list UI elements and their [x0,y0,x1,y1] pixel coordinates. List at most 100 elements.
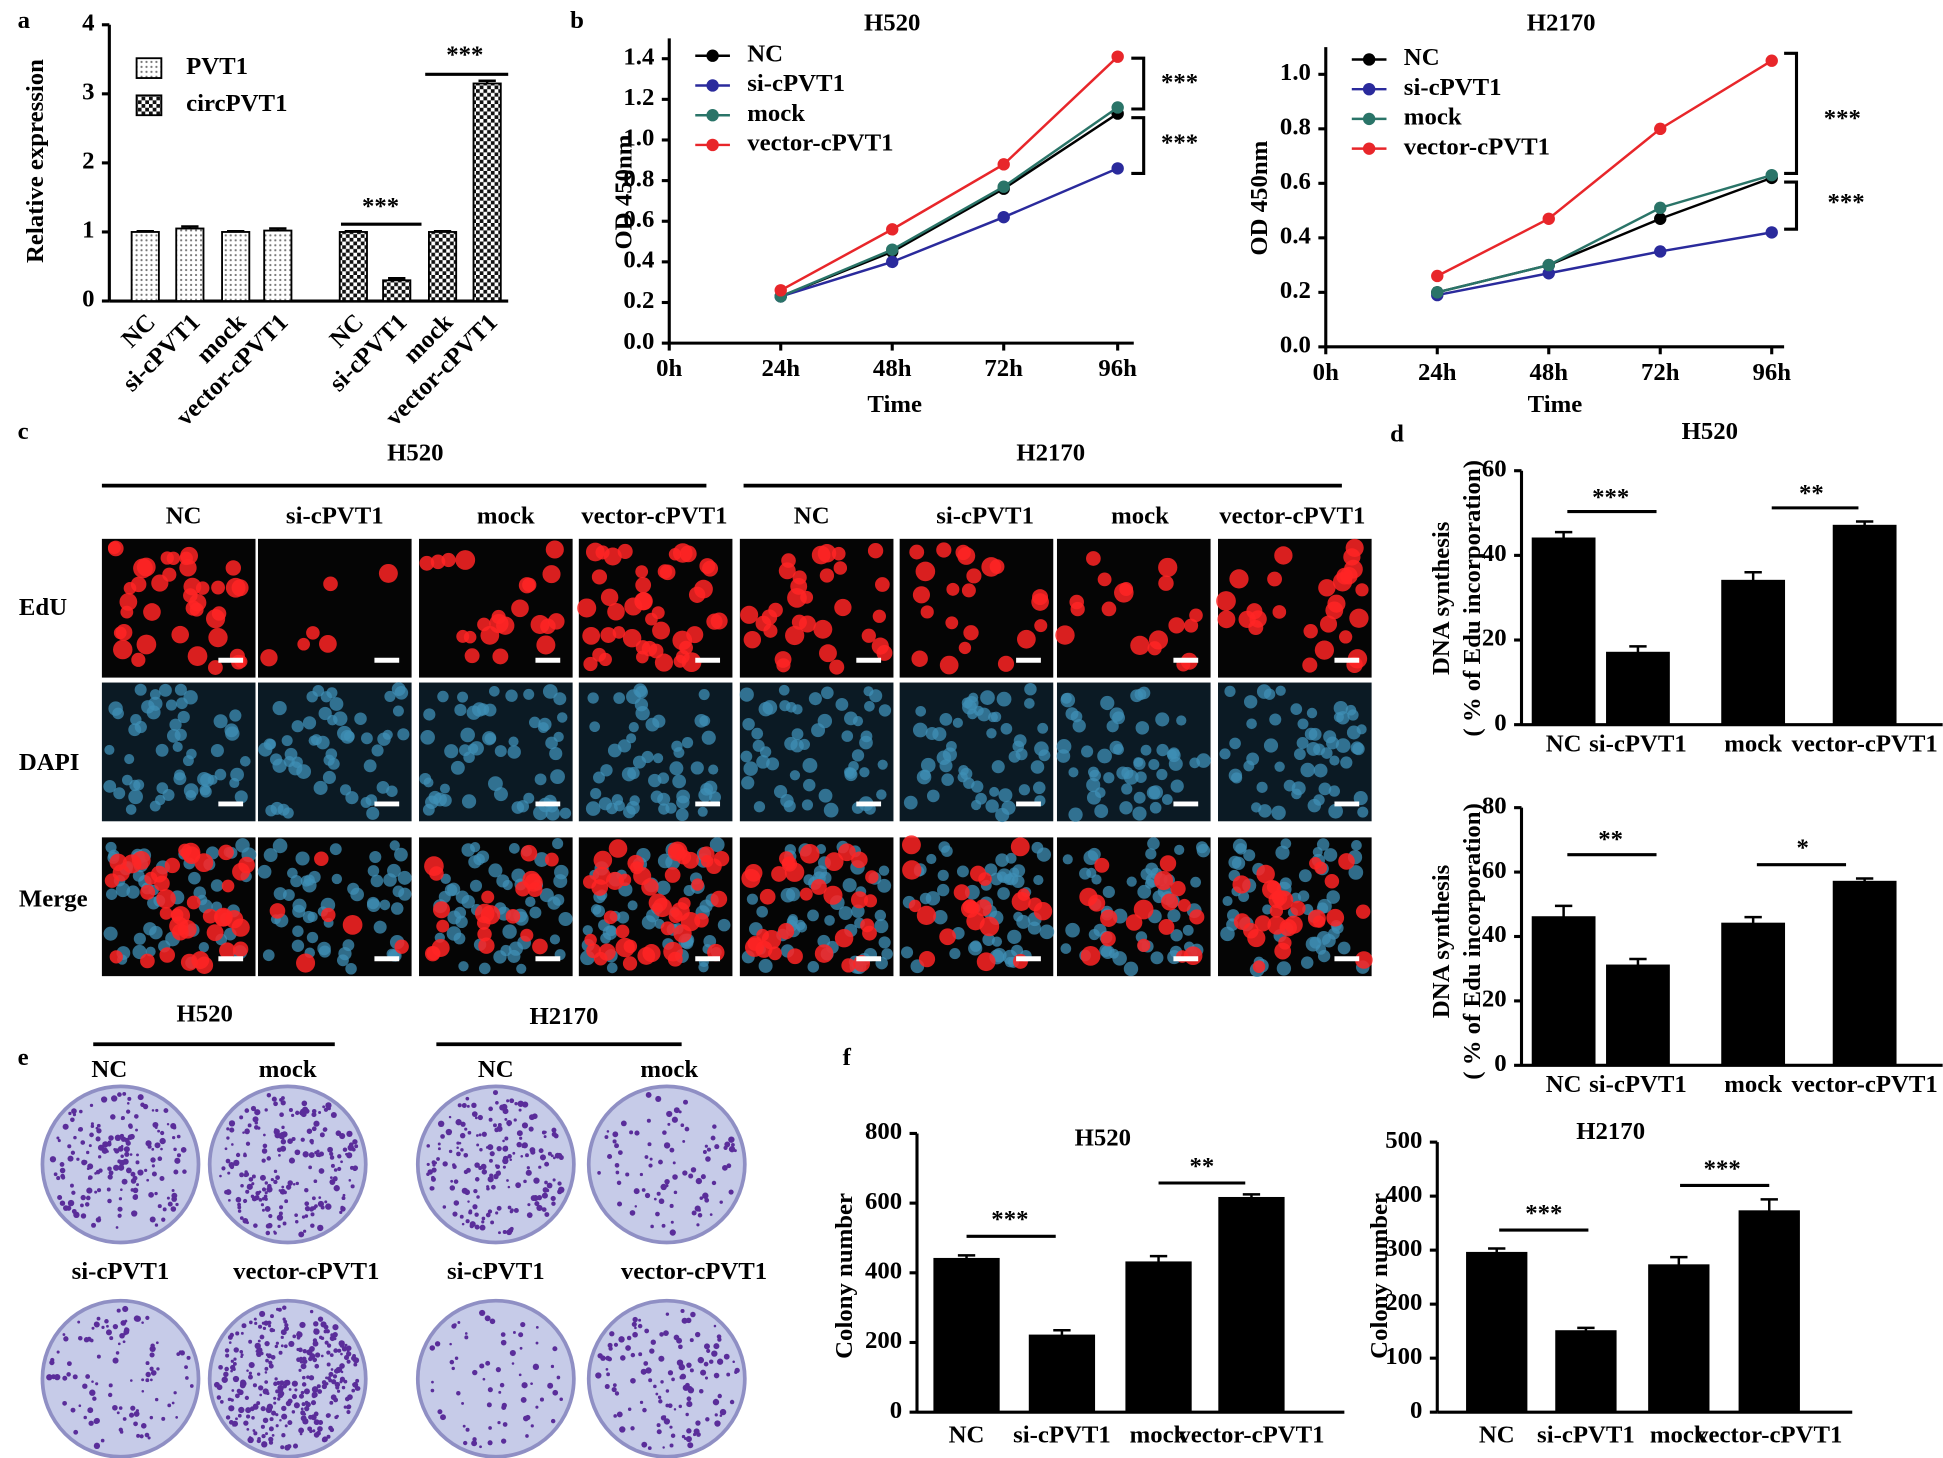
colony [145,1361,150,1366]
colony [478,1133,482,1137]
panel-label: c [18,418,29,445]
colony [462,1424,466,1428]
bar [1531,537,1596,726]
nucleus [1056,749,1071,763]
colony [595,1372,602,1379]
nucleus [345,791,359,805]
colony [294,1213,298,1217]
colony [430,1388,435,1393]
nucleus [488,863,503,878]
colony [298,1347,303,1353]
edu-cell [180,546,198,565]
colony [634,1326,637,1330]
colony [352,1382,356,1386]
nucleus [292,898,307,913]
nucleus [657,853,673,869]
y-tick-label: 60 [1482,857,1507,884]
colony [710,1135,716,1141]
colony [434,1161,438,1165]
colony [625,1345,631,1351]
colony [551,1127,557,1133]
edu-cell [1324,874,1340,889]
colony [318,1196,322,1199]
colony [332,1374,338,1379]
colony [543,1135,547,1139]
nucleus [1009,867,1020,878]
colony [437,1142,441,1146]
nucleus [1231,772,1243,784]
colony [132,1187,139,1194]
significance-label: * [1797,834,1809,861]
colony [72,1113,77,1117]
edu-cell [140,953,155,969]
colony [248,1177,254,1182]
nucleus [444,883,458,897]
edu-cell [700,855,714,868]
edu-cell [777,923,795,940]
colony [664,1178,670,1185]
colony [671,1377,675,1382]
colony [86,1150,90,1155]
edu-cell [635,565,649,579]
colony [281,1131,288,1138]
colony [641,1441,648,1448]
colony [670,1433,676,1438]
colony [713,1343,720,1350]
colony [489,1318,496,1325]
colony [246,1414,251,1419]
nucleus [956,865,969,878]
nucleus [641,750,654,764]
colony [298,1231,305,1238]
nucleus [1276,961,1292,976]
colony [288,1388,292,1391]
colony [268,1363,274,1369]
colony [507,1185,511,1189]
y-tick-label: 2 [82,148,94,175]
group-title: H520 [177,1000,233,1027]
colony [436,1157,440,1161]
colony [151,1109,155,1112]
nucleus [989,786,1000,797]
plate-label: mock [259,1056,317,1083]
colony [279,1205,284,1210]
colony [620,1355,626,1361]
series-line [1436,59,1773,278]
colony [93,1442,101,1449]
point [1431,286,1444,299]
colony [151,1164,155,1168]
nucleus [422,803,435,816]
nucleus [1016,914,1031,929]
x-tick-label: NC [949,1422,985,1449]
colony [559,1397,563,1402]
nucleus [926,853,937,865]
edu-cell [955,544,971,561]
colony [665,1312,670,1316]
y-tick-label: 0.2 [1280,277,1311,304]
colony [552,1178,556,1182]
nucleus [709,791,722,804]
colony [634,1130,640,1136]
nucleus [1133,757,1146,770]
edu-cell [1032,589,1049,606]
nucleus [539,888,554,903]
colony [264,1181,268,1185]
colony [59,1162,65,1167]
colony [225,1158,231,1164]
edu-cell [912,586,931,604]
nucleus [874,919,889,934]
legend-label: PVT1 [186,53,248,80]
edu-cell [1338,853,1355,870]
colony [328,1371,334,1377]
colony [149,1216,156,1223]
plate [415,1298,576,1458]
nucleus [756,905,768,918]
nucleus [549,747,563,761]
colony [686,1428,692,1434]
nucleus [313,780,328,795]
edu-cell [600,588,619,607]
nucleus [1147,837,1160,850]
nucleus [459,744,471,757]
colony [105,1329,112,1336]
colony [526,1212,533,1218]
colony [478,1166,483,1171]
